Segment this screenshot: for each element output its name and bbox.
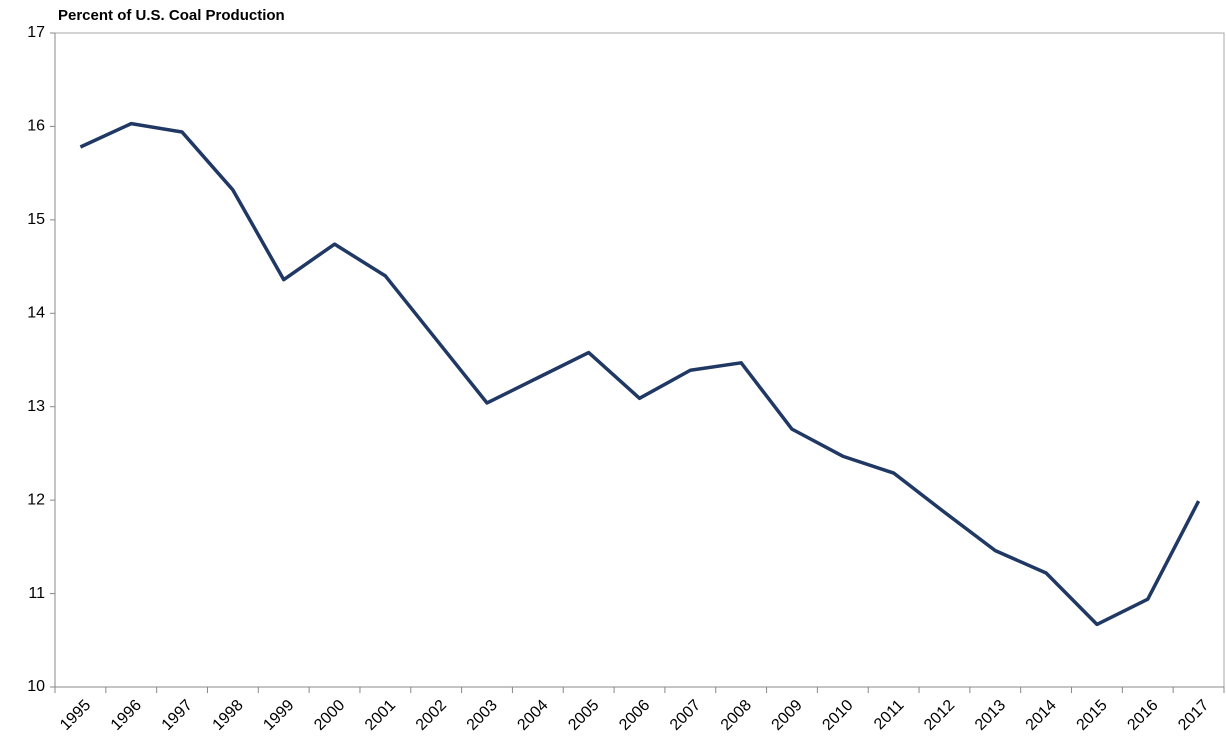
x-tick-label: 1998 [210, 697, 247, 734]
y-tick-label: 10 [27, 678, 45, 695]
x-tick-label: 2010 [819, 697, 856, 734]
x-tick-label: 2000 [311, 697, 348, 734]
x-tick-label: 2013 [972, 697, 1009, 734]
x-tick-label: 2009 [769, 697, 806, 734]
x-tick-label: 2003 [464, 697, 501, 734]
x-tick-label: 1995 [57, 697, 94, 734]
y-tick-label: 11 [28, 585, 45, 602]
y-tick-label: 17 [27, 24, 45, 41]
x-tick-label: 2012 [921, 697, 958, 734]
chart-title: Percent of U.S. Coal Production [58, 7, 285, 24]
x-tick-label: 2005 [565, 697, 602, 734]
y-tick-label: 16 [27, 118, 45, 135]
x-tick-label: 2006 [616, 697, 653, 734]
x-tick-label: 2008 [718, 697, 755, 734]
y-tick-label: 13 [27, 398, 45, 415]
x-tick-label: 2001 [362, 697, 399, 734]
y-tick-label: 12 [27, 491, 45, 508]
data-line [79, 121, 1201, 627]
x-tick-label: 2011 [871, 697, 907, 733]
y-tick-label: 14 [27, 305, 45, 322]
x-tick-label: 2017 [1175, 697, 1212, 734]
x-tick-label: 2016 [1124, 697, 1161, 734]
y-tick-label: 15 [27, 211, 45, 228]
x-tick-label: 2015 [1074, 697, 1111, 734]
plot-frame [54, 32, 1225, 688]
x-tick-label: 1996 [108, 697, 145, 734]
x-tick-label: 1999 [260, 697, 297, 734]
x-tick-label: 1997 [159, 697, 196, 734]
x-tick-label: 2002 [413, 697, 450, 734]
x-tick-label: 2014 [1023, 697, 1060, 734]
x-tick-label: 2004 [514, 697, 551, 734]
x-tick-label: 2007 [667, 697, 704, 734]
